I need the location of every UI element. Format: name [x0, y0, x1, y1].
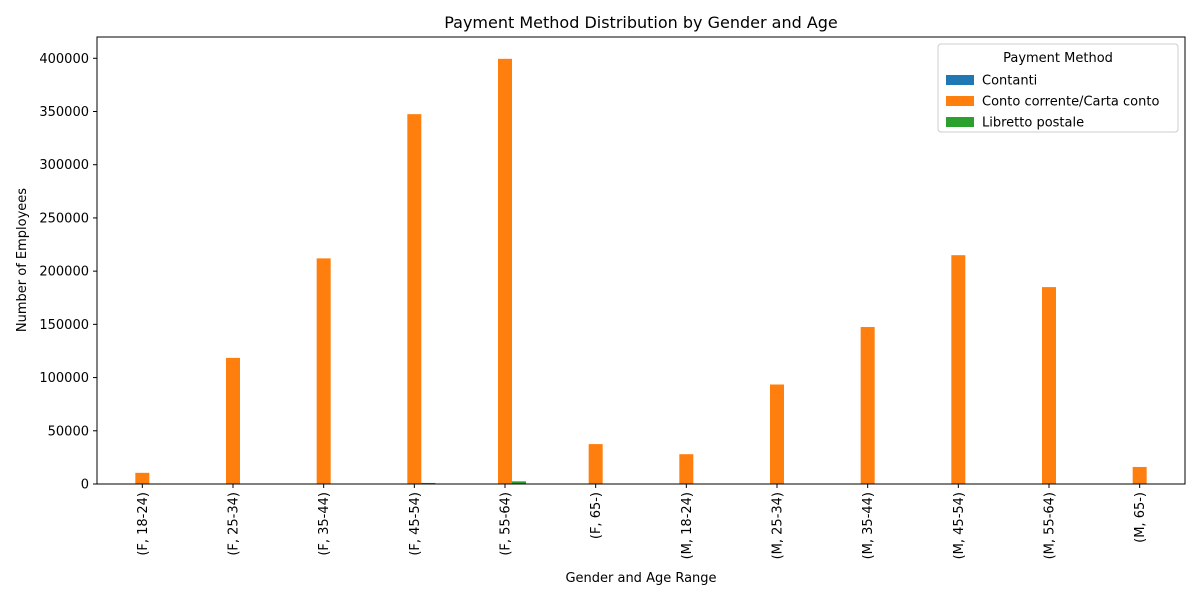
legend-title: Payment Method [1003, 51, 1113, 66]
y-tick-label: 100000 [39, 371, 89, 386]
legend-box [937, 43, 1179, 133]
y-tick-label: 0 [81, 478, 89, 493]
bar-conto-corrente-carta-conto-10 [1042, 287, 1056, 484]
x-tick-label: (F, 18-24) [136, 492, 151, 556]
bar-libretto-postale-4 [512, 481, 526, 484]
x-tick-label: (M, 18-24) [680, 492, 695, 559]
legend-label: Libretto postale [982, 116, 1084, 131]
plot-area [96, 36, 1186, 485]
y-tick-label: 200000 [39, 265, 89, 280]
y-tick-label: 350000 [39, 105, 89, 120]
x-axis: (F, 18-24) (F, 25-34) (F, 35-44) (F, 45-54)… [136, 484, 1148, 559]
x-tick-label: (F, 25-34) [227, 492, 242, 556]
bar-conto-corrente-carta-conto-3 [407, 114, 422, 484]
bar-conto-corrente-carta-conto-6 [679, 454, 694, 484]
x-tick-label: (F, 65-) [589, 492, 604, 539]
x-tick-label: (F, 35-44) [317, 492, 332, 556]
legend-swatch [946, 96, 974, 106]
legend-label: Conto corrente/Carta conto [982, 95, 1159, 110]
bar-conto-corrente-carta-conto-5 [588, 444, 603, 484]
x-tick-label: (M, 25-34) [771, 492, 786, 559]
x-axis-label: Gender and Age Range [565, 571, 716, 586]
x-tick-label: (M, 45-54) [952, 492, 967, 559]
bar-conto-corrente-carta-conto-4 [498, 58, 512, 484]
x-tick-label: (M, 55-64) [1043, 492, 1058, 559]
bar-libretto-postale-3 [421, 482, 436, 484]
plot-frame [96, 36, 1186, 485]
bar-conto-corrente-carta-conto-2 [316, 258, 331, 484]
y-tick-label: 250000 [39, 211, 89, 226]
x-tick-label: (M, 65-) [1133, 492, 1148, 543]
chart-title: Payment Method Distribution by Gender an… [444, 13, 838, 32]
legend: Payment Method Contanti Conto corrente/Car… [937, 43, 1179, 133]
legend-swatch [946, 75, 974, 85]
y-axis-label: Number of Employees [15, 188, 30, 332]
bar-conto-corrente-carta-conto-8 [860, 327, 875, 484]
x-tick-label: (F, 55-64) [499, 492, 514, 556]
y-tick-label: 50000 [48, 424, 89, 439]
bar-conto-corrente-carta-conto-7 [770, 384, 784, 484]
x-tick-label: (F, 45-54) [408, 492, 423, 556]
legend-swatch [946, 117, 974, 127]
y-tick-label: 150000 [39, 318, 89, 333]
bar-conto-corrente-carta-conto-9 [951, 255, 966, 484]
bar-conto-corrente-carta-conto-11 [1132, 466, 1147, 484]
x-tick-label: (M, 35-44) [861, 492, 876, 559]
y-tick-label: 300000 [39, 158, 89, 173]
bar-conto-corrente-carta-conto-0 [135, 472, 150, 484]
y-tick-label: 400000 [39, 52, 89, 67]
y-axis: 0 50000 100000 150000 200000 250000 300000 3500… [39, 52, 97, 493]
legend-label: Contanti [982, 74, 1037, 89]
bar-conto-corrente-carta-conto-1 [226, 357, 240, 484]
